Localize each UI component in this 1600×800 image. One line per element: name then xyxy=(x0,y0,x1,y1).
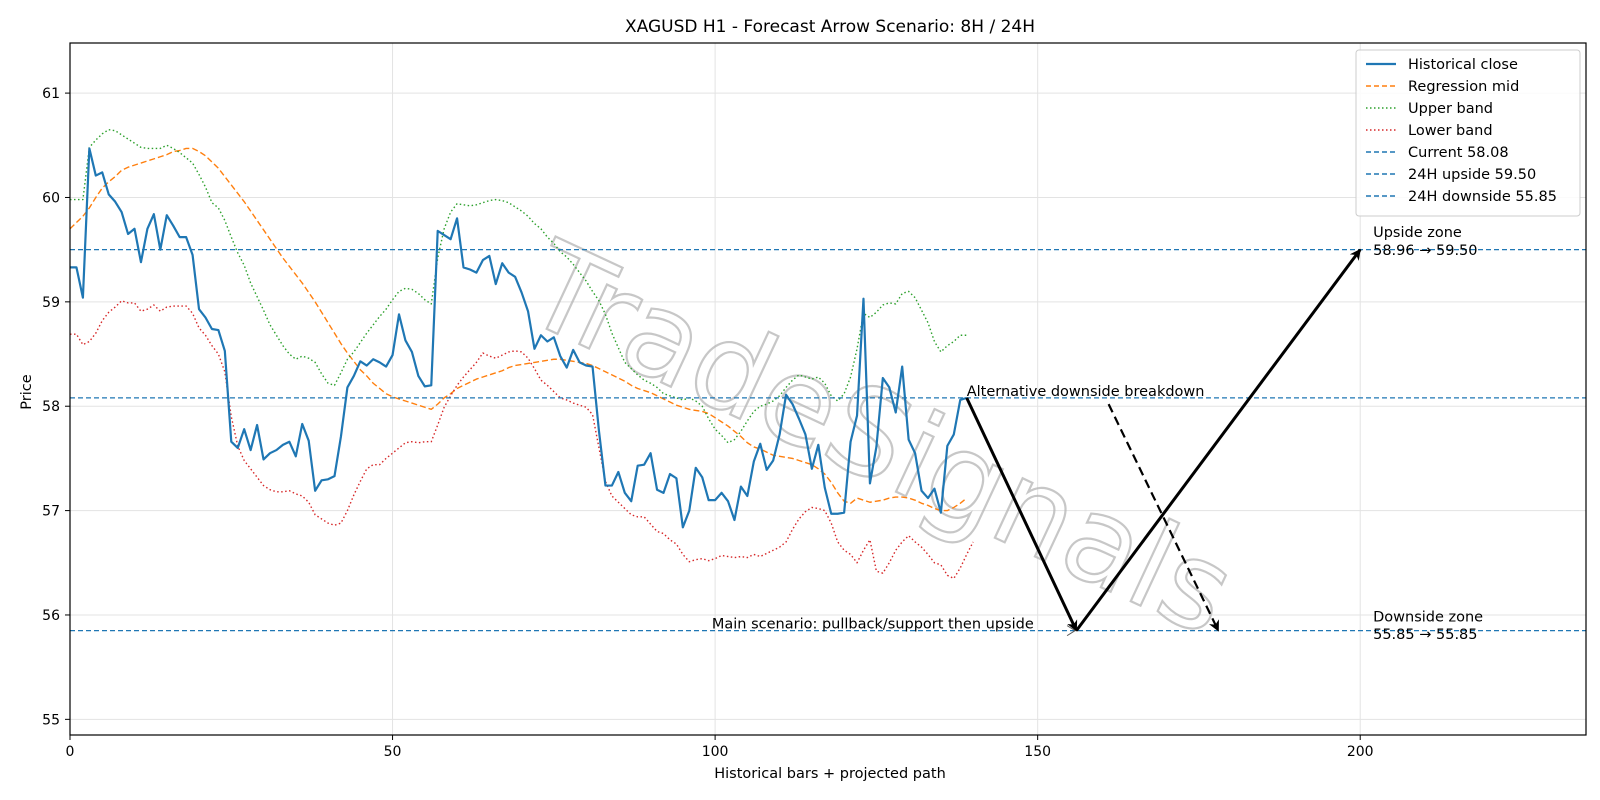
y-axis: 55 56 57 58 59 60 61 xyxy=(42,86,70,728)
chart-title: XAGUSD H1 - Forecast Arrow Scenario: 8H … xyxy=(625,17,1035,37)
legend-label: Upper band xyxy=(1408,101,1493,117)
annotation-1: Main scenario: pullback/support then ups… xyxy=(712,617,1034,633)
legend-label: Current 58.08 xyxy=(1408,145,1509,161)
hline-layer xyxy=(70,249,1586,632)
legend-label: Regression mid xyxy=(1408,79,1519,95)
legend-label: Lower band xyxy=(1408,123,1493,139)
legend-label: 24H upside 59.50 xyxy=(1408,167,1536,183)
plot-frame xyxy=(69,42,1587,736)
x-tick-label: 200 xyxy=(1347,744,1374,760)
legend-box xyxy=(1355,49,1581,217)
annotation-0: Alternative downside breakdown xyxy=(967,384,1205,400)
y-axis-label: Price xyxy=(19,374,35,409)
x-tick-label: 50 xyxy=(384,744,402,760)
legend: Historical close Regression mid Upper band… xyxy=(1355,49,1581,217)
y-tick-label: 60 xyxy=(42,190,60,206)
y-tick-label: 61 xyxy=(42,86,60,102)
series-lower-band xyxy=(70,300,974,580)
x-tick-label: 150 xyxy=(1024,744,1051,760)
forecast-arrow-0 xyxy=(965,397,1078,632)
x-axis-label: Historical bars + projected path xyxy=(714,766,946,782)
x-axis: 0 50 100 150 200 xyxy=(66,735,1374,760)
forecast-arrow-1 xyxy=(1075,248,1362,632)
series-upper-band xyxy=(70,128,967,444)
main-scenario-pointer xyxy=(1066,625,1077,637)
x-tick-label: 0 xyxy=(66,744,75,760)
x-tick-label: 100 xyxy=(702,744,729,760)
annotation-2: Upside zone xyxy=(1373,225,1462,241)
series-layer xyxy=(70,128,974,580)
y-tick-label: 59 xyxy=(42,295,60,311)
y-tick-label: 58 xyxy=(42,399,60,415)
annotation-5: 55.85 → 55.85 xyxy=(1373,627,1477,643)
y-tick-label: 56 xyxy=(42,608,60,624)
annotation-layer: Alternative downside breakdown Main scena… xyxy=(712,225,1483,643)
y-tick-label: 57 xyxy=(42,504,60,520)
legend-label: Historical close xyxy=(1408,57,1518,73)
grid xyxy=(69,43,1586,735)
y-tick-label: 55 xyxy=(42,712,60,728)
legend-label: 24H downside 55.85 xyxy=(1408,189,1557,205)
annotation-3: 58.96 → 59.50 xyxy=(1373,243,1477,259)
series-historical-close xyxy=(70,147,968,529)
series-regression-mid xyxy=(70,147,968,512)
arrow-layer xyxy=(965,248,1362,637)
annotation-4: Downside zone xyxy=(1373,609,1483,625)
